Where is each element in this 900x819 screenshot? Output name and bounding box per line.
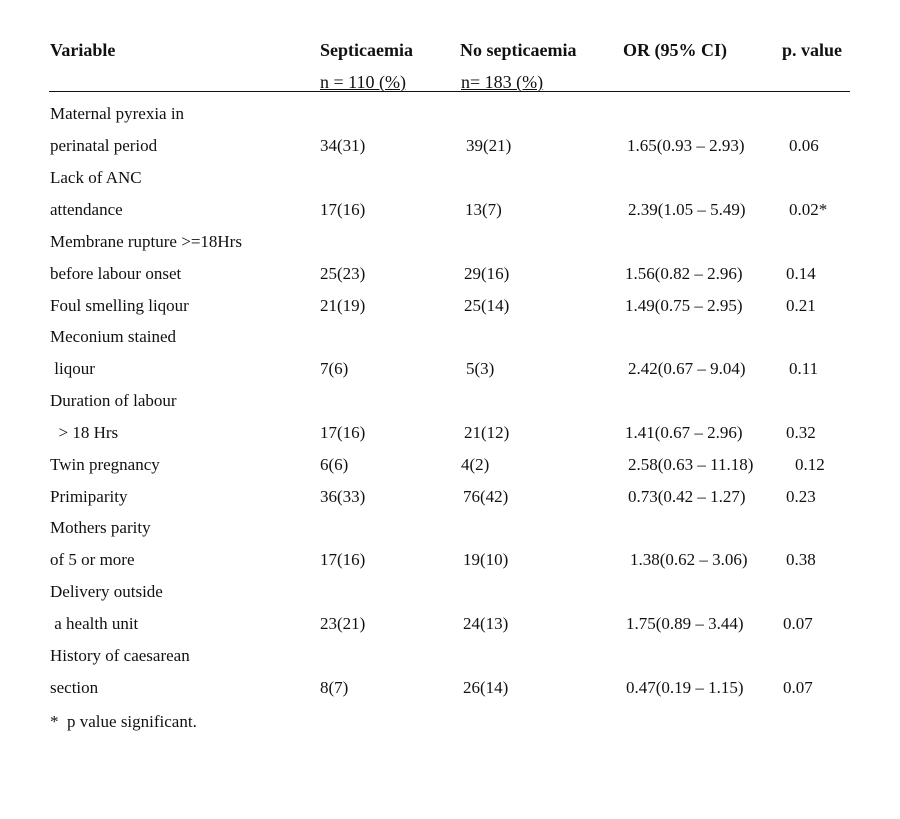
septicaemia-cell: 21(19) <box>320 296 366 315</box>
odds-ratio-cell: 1.75(0.89 – 3.44) <box>626 614 744 633</box>
variable-label: Primiparity <box>50 487 128 506</box>
p-value-cell: 0.14 <box>786 264 816 283</box>
no-septicaemia-cell: 25(14) <box>464 296 510 315</box>
odds-ratio-cell: 1.41(0.67 – 2.96) <box>625 423 743 442</box>
variable-label-line1: Maternal pyrexia in <box>50 104 185 123</box>
p-value-cell: 0.12 <box>795 455 825 474</box>
septicaemia-cell: 34(31) <box>320 136 366 155</box>
header-septicaemia: Septicaemia <box>320 40 413 60</box>
no-septicaemia-cell: 4(2) <box>461 455 490 474</box>
header-odds-ratio: OR (95% CI) <box>623 40 727 60</box>
no-septicaemia-cell: 39(21) <box>466 136 512 155</box>
header-p-value: p. value <box>782 40 843 60</box>
p-value-cell: 0.06 <box>789 136 819 155</box>
header-rule <box>49 91 850 92</box>
variable-label-line1: Membrane rupture >=18Hrs <box>50 232 242 251</box>
variable-label-line1: Lack of ANC <box>50 168 142 187</box>
odds-ratio-cell: 0.73(0.42 – 1.27) <box>628 487 746 506</box>
no-septicaemia-cell: 26(14) <box>463 678 509 697</box>
variable-label: Twin pregnancy <box>50 455 160 474</box>
header-variable: Variable <box>50 40 116 60</box>
no-septicaemia-cell: 21(12) <box>464 423 510 442</box>
footnote: * p value significant. <box>50 712 197 731</box>
septicaemia-cell: 23(21) <box>320 614 366 633</box>
no-septicaemia-cell: 76(42) <box>463 487 509 506</box>
p-value-cell: 0.11 <box>789 359 819 378</box>
variable-label-line2: liqour <box>50 359 95 378</box>
septicaemia-cell: 8(7) <box>320 678 349 697</box>
odds-ratio-cell: 2.39(1.05 – 5.49) <box>628 200 746 219</box>
no-septicaemia-cell: 5(3) <box>466 359 495 378</box>
variable-label-line2: a health unit <box>50 614 139 633</box>
p-value-cell: 0.38 <box>786 550 816 569</box>
p-value-cell: 0.07 <box>783 678 813 697</box>
p-value-cell: 0.21 <box>786 296 816 315</box>
variable-label-line2: before labour onset <box>50 264 182 283</box>
header-no-septicaemia: No septicaemia <box>460 40 577 60</box>
variable-label-line1: Mothers parity <box>50 518 151 537</box>
no-septicaemia-cell: 29(16) <box>464 264 510 283</box>
variable-label-line2: attendance <box>50 200 123 219</box>
variable-label-line2: > 18 Hrs <box>50 423 119 442</box>
header-no-septicaemia-n: n= 183 (%) <box>461 72 544 92</box>
no-septicaemia-cell: 24(13) <box>463 614 509 633</box>
header-septicaemia-n: n = 110 (%) <box>320 72 406 92</box>
odds-ratio-cell: 2.58(0.63 – 11.18) <box>628 455 754 474</box>
no-septicaemia-cell: 13(7) <box>465 200 502 219</box>
p-value-cell: 0.23 <box>786 487 816 506</box>
odds-ratio-cell: 2.42(0.67 – 9.04) <box>628 359 746 378</box>
p-value-cell: 0.07 <box>783 614 813 633</box>
odds-ratio-cell: 1.38(0.62 – 3.06) <box>630 550 748 569</box>
variable-label-line1: History of caesarean <box>50 646 190 665</box>
variable-label-line2: section <box>50 678 99 697</box>
odds-ratio-cell: 1.56(0.82 – 2.96) <box>625 264 743 283</box>
septicaemia-cell: 25(23) <box>320 264 366 283</box>
p-value-cell: 0.02* <box>789 200 828 219</box>
septicaemia-cell: 17(16) <box>320 423 366 442</box>
odds-ratio-cell: 0.47(0.19 – 1.15) <box>626 678 744 697</box>
odds-ratio-cell: 1.49(0.75 – 2.95) <box>625 296 743 315</box>
variable-label-line1: Meconium stained <box>50 327 177 346</box>
variable-label-line2: perinatal period <box>50 136 158 155</box>
odds-ratio-cell: 1.65(0.93 – 2.93) <box>627 136 745 155</box>
variable-label-line1: Duration of labour <box>50 391 177 410</box>
p-value-cell: 0.32 <box>786 423 816 442</box>
no-septicaemia-cell: 19(10) <box>463 550 509 569</box>
septicaemia-cell: 6(6) <box>320 455 349 474</box>
variable-label-line2: of 5 or more <box>50 550 135 569</box>
septicaemia-cell: 36(33) <box>320 487 366 506</box>
septicaemia-cell: 7(6) <box>320 359 349 378</box>
septicaemia-cell: 17(16) <box>320 550 366 569</box>
variable-label-line1: Delivery outside <box>50 582 163 601</box>
septicaemia-cell: 17(16) <box>320 200 366 219</box>
variable-label: Foul smelling liqour <box>50 296 189 315</box>
